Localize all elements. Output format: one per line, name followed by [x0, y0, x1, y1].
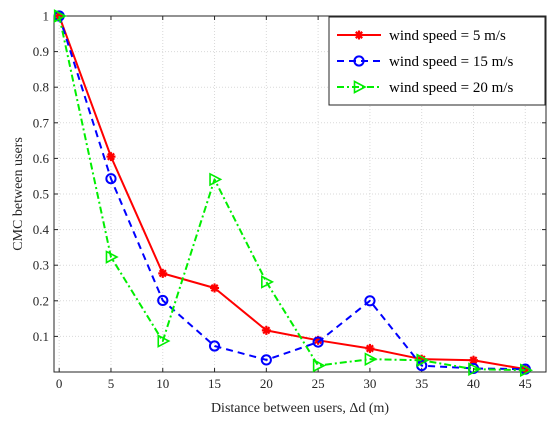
series-line — [58, 15, 526, 372]
axis-ticks: 0 5 10 15 20 25 30 35 40 45 0.1 0.2 0.3 0.4 0.5 0.6 0.7 0… — [33, 9, 546, 391]
y-tick-label: 0.7 — [33, 115, 50, 130]
legend-entry: wind speed = 15 m/s — [337, 54, 513, 70]
x-tick-label: 45 — [519, 376, 532, 391]
data-point — [158, 268, 168, 278]
data-point — [416, 353, 430, 368]
data-point — [157, 294, 169, 307]
y-tick-label: 0.3 — [33, 258, 49, 273]
y-tick-label: 0.8 — [33, 80, 49, 95]
x-tick-label: 20 — [260, 376, 273, 391]
x-tick-label: 40 — [467, 376, 480, 391]
data-point — [106, 152, 116, 162]
legend-label: wind speed = 5 m/s — [389, 28, 506, 44]
y-tick-label: 1 — [43, 9, 50, 24]
data-point — [105, 173, 117, 185]
x-tick-label: 15 — [208, 376, 221, 391]
data-point — [53, 9, 67, 23]
y-tick-label: 0.5 — [33, 187, 49, 202]
y-axis-label: CMC between users — [11, 137, 26, 251]
data-point — [468, 362, 482, 376]
legend-marker — [353, 55, 365, 67]
data-point — [364, 352, 378, 367]
x-tick-label: 0 — [56, 376, 63, 391]
data-point — [519, 363, 534, 378]
legend-label: wind speed = 20 m/s — [389, 80, 513, 96]
series-3 — [53, 9, 534, 378]
data-point — [312, 358, 326, 373]
data-point — [365, 344, 375, 354]
data-point — [157, 334, 171, 348]
data-point — [261, 325, 271, 335]
data-point — [208, 340, 221, 352]
y-tick-label: 0.1 — [33, 329, 49, 344]
data-point — [209, 172, 223, 187]
x-tick-label: 5 — [108, 376, 115, 391]
y-tick-label: 0.2 — [33, 293, 49, 308]
data-point — [210, 283, 220, 293]
y-tick-label: 0.4 — [33, 222, 50, 237]
series-group — [53, 9, 534, 378]
x-tick-label: 25 — [312, 376, 325, 391]
x-axis-label: Distance between users, Δd (m) — [211, 401, 389, 416]
data-point — [105, 250, 119, 264]
data-point — [364, 295, 376, 307]
x-tick-label: 30 — [363, 376, 376, 391]
legend-label: wind speed = 15 m/s — [389, 54, 513, 70]
y-tick-label: 0.6 — [33, 151, 50, 166]
data-point — [260, 354, 272, 366]
data-point — [468, 355, 478, 365]
legend: wind speed = 5 m/s wind speed = 15 m/s win… — [328, 16, 546, 106]
data-point — [312, 336, 324, 348]
series-line — [58, 15, 526, 371]
legend-marker — [354, 30, 364, 40]
x-tick-label: 10 — [156, 376, 169, 391]
legend-marker — [353, 80, 367, 94]
legend-entry: wind speed = 20 m/s — [337, 80, 513, 96]
y-tick-label: 0.9 — [33, 44, 49, 59]
legend-entry: wind speed = 5 m/s — [337, 28, 506, 44]
x-tick-label: 35 — [415, 376, 428, 391]
data-point — [261, 275, 275, 289]
